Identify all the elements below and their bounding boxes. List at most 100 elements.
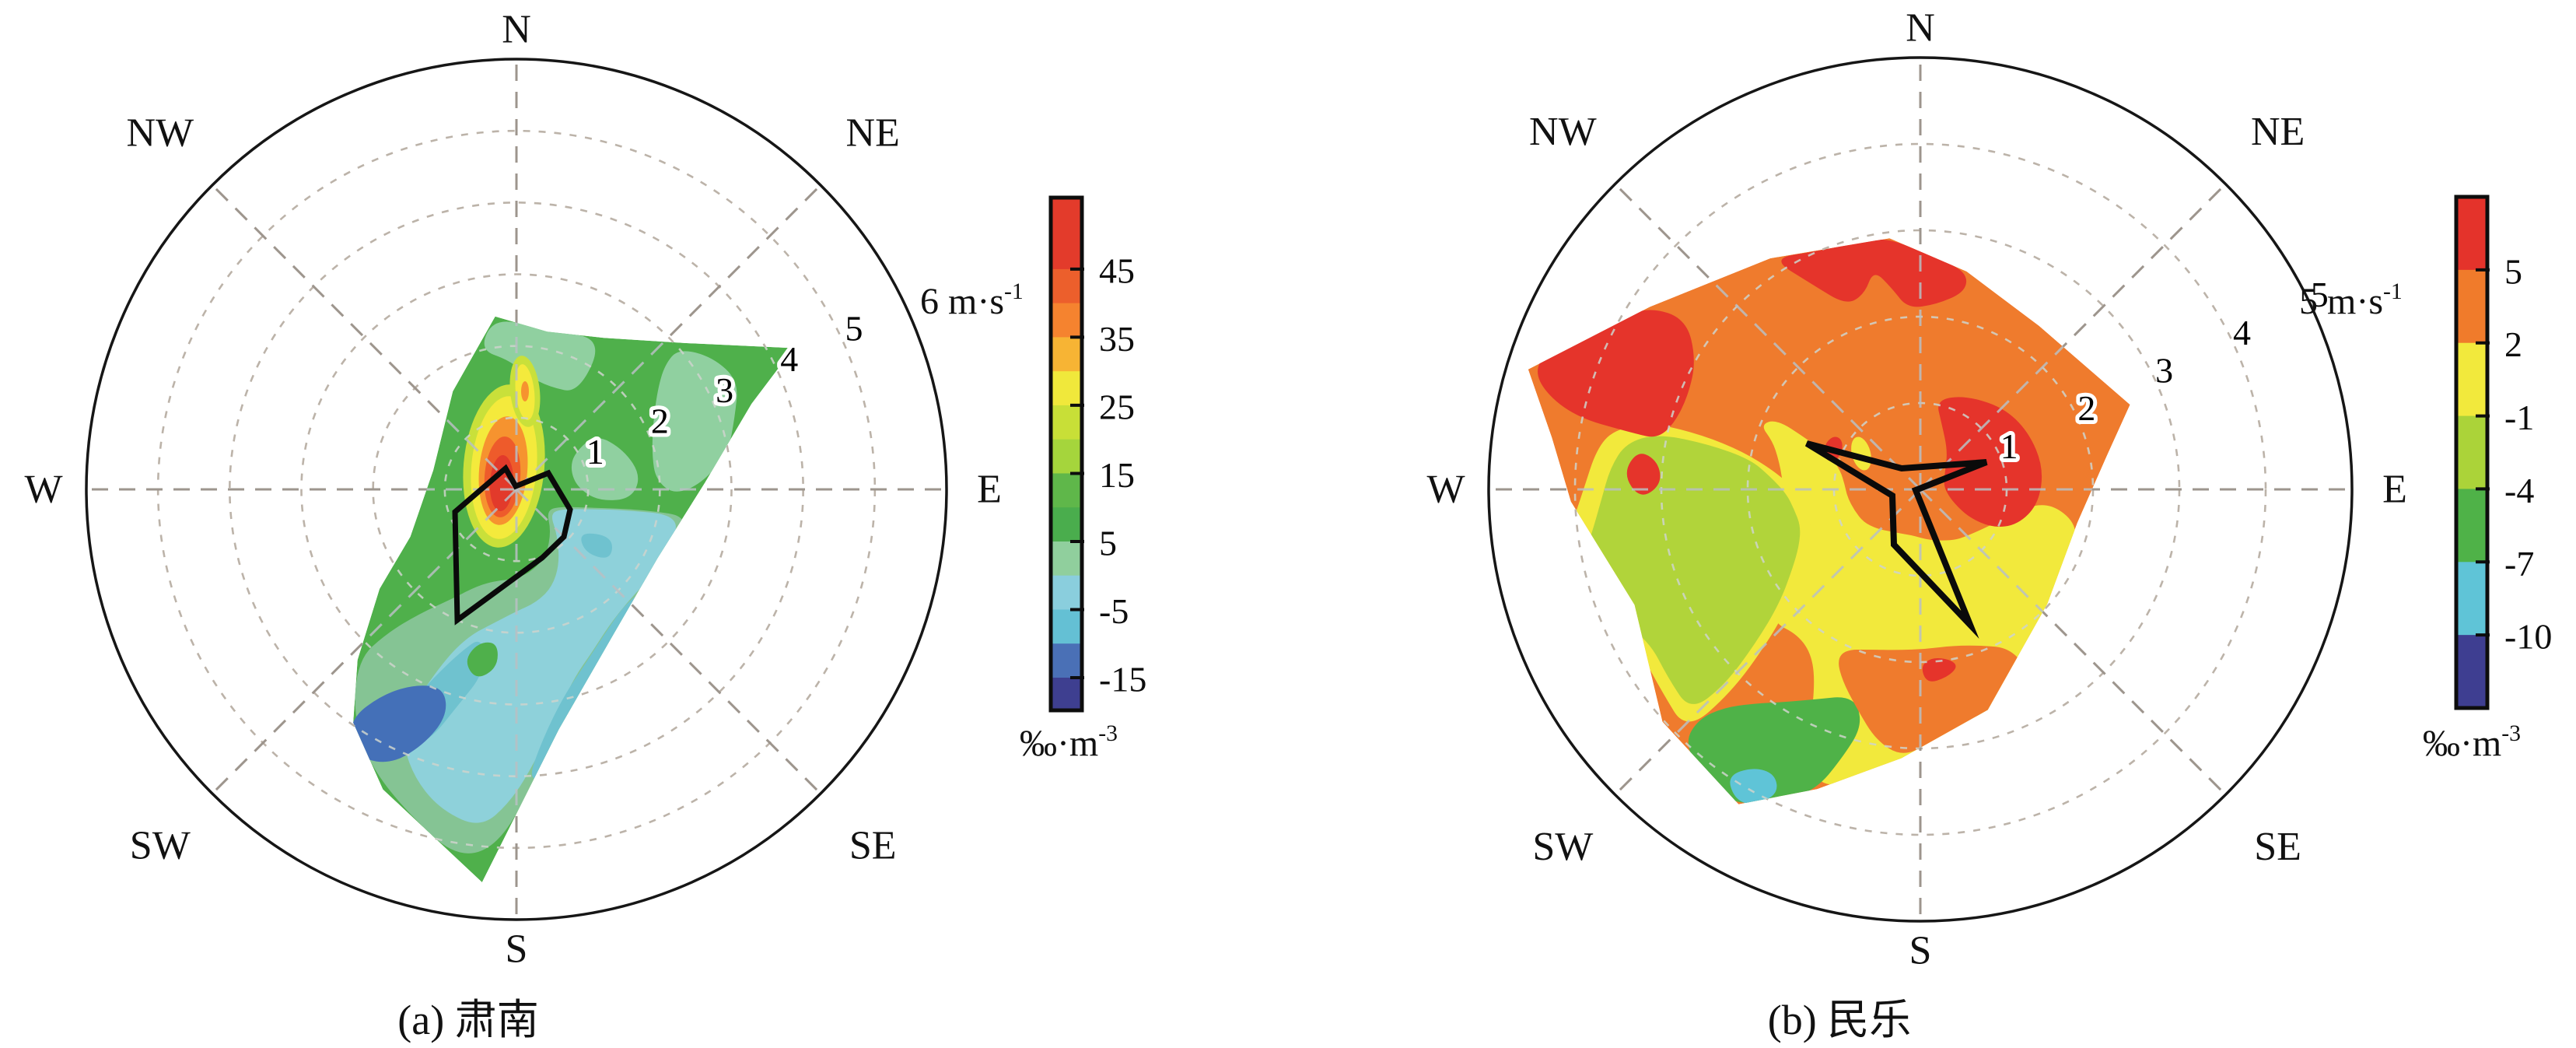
colorbar-tick-label-45: 45 [1099, 251, 1135, 290]
colorbar-tick-label-2: 2 [2504, 324, 2522, 364]
contour-zone-red-center-east-blob [1938, 397, 2042, 527]
grid-spoke-225 [211, 488, 518, 795]
colorbar-segment-2--1 [2456, 342, 2487, 417]
contour-zone-red-bottom-core [1922, 658, 1956, 682]
colorbar-segment-0--5 [1051, 575, 1082, 611]
contour-zone-pale-top-strip [484, 321, 596, 391]
colorbar-a: 45 35 25 15 5 -5 -15 [1048, 195, 1146, 713]
colorbar-tick-label--7: -7 [2504, 544, 2534, 584]
contour-zone-lightblue-negative-region [404, 509, 676, 823]
speed-ring-label-2: 2 [2077, 388, 2095, 428]
colorbar-segment-25-20 [1051, 405, 1082, 440]
caption-a: (a) 肃南 [397, 997, 539, 1043]
wind-rose-outline [452, 464, 573, 626]
colorbar-segment--7--10 [2456, 562, 2487, 636]
grid-spoke-135 [1919, 488, 2227, 796]
colorbar-tick-label-5: 5 [1099, 523, 1117, 563]
speed-axis-max-label-b: 5 m·s-1 [2299, 279, 2403, 322]
grid-spoke-135 [515, 488, 822, 795]
colorbar-border [2454, 195, 2490, 710]
colorbar-segment-10-5 [1051, 507, 1082, 542]
contour-zone-pale-ne-patch [652, 351, 737, 492]
speed-axis-max-label-a: 6 m·s-1 [920, 279, 1024, 322]
colorbar-unit-b: ‰·m-3 [2422, 720, 2522, 764]
colorbar-segment-45-40 [1051, 268, 1082, 304]
colorbar-segment-40-35 [1051, 303, 1082, 338]
contour-zone-green-blob-south [467, 642, 498, 677]
contour-zone-cyan-blob-small [581, 533, 612, 558]
outer-circle [85, 58, 948, 921]
colorbar-segment-5-0 [1051, 541, 1082, 577]
compass-label-e: E [977, 468, 1002, 512]
contour-zone-darkblue-blob-sw [353, 685, 446, 762]
colorbar-segment-5-2 [2456, 269, 2487, 344]
colorbar-tick-label--1: -1 [2504, 398, 2534, 437]
compass-label-sw: SW [1532, 825, 1593, 869]
colorbar-segment-15-10 [1051, 473, 1082, 509]
colorbar-segment-20-15 [1051, 439, 1082, 475]
contour-zone-red-west-bumplet [1626, 454, 1661, 495]
compass-label-se: SE [849, 824, 897, 868]
compass-label-sw: SW [130, 824, 191, 868]
colorbar-tick-label-15: 15 [1099, 455, 1135, 495]
contour-zone-green-sw-region [1688, 697, 1860, 804]
grid-ring-4 [1573, 142, 2267, 836]
compass-label-ne: NE [2251, 110, 2305, 154]
compass-label-s: S [1909, 929, 1932, 973]
compass-label-w: W [1426, 468, 1465, 512]
colorbar-tick-label--5: -5 [1099, 591, 1129, 631]
compass-label-ne: NE [846, 110, 900, 155]
colorbar-segment--10--15 [1051, 643, 1082, 678]
compass-label-nw: NW [126, 110, 194, 155]
compass-label-se: SE [2254, 825, 2301, 869]
speed-ring-label-3: 3 [2155, 351, 2173, 391]
grid-ring-1 [443, 416, 590, 563]
caption-b: (b) 民乐 [1767, 997, 1912, 1043]
compass-label-e: E [2382, 468, 2407, 512]
colorbar-tick-label-35: 35 [1099, 319, 1135, 359]
colorbar-border [1048, 195, 1084, 713]
compass-label-s: S [506, 927, 528, 972]
contour-zone-yellowgreen-west-region [1581, 436, 1801, 704]
colorbar-segment-30-25 [1051, 371, 1082, 406]
colorbar-unit-a: ‰·m-3 [1019, 720, 1118, 764]
speed-ring-label-5: 5 [845, 308, 863, 348]
polar-panel-b: N NE E SE S SW W NW 1 2 3 4 5 [1426, 6, 2406, 973]
colorbar-segment-8-5 [2456, 197, 2487, 271]
compass-label-w: W [24, 468, 62, 512]
speed-ring-label-5: 5 [2311, 275, 2329, 314]
speed-ring-label-2: 2 [651, 401, 669, 441]
contour-region-b [1528, 238, 2130, 804]
colorbar-segment--10--13 [2456, 635, 2487, 709]
grid-spoke-45 [515, 184, 822, 491]
colorbar-tick-label--10: -10 [2504, 617, 2552, 657]
speed-ring-label-4: 4 [780, 339, 798, 379]
wind-rose-outline [1804, 440, 1988, 639]
contour-zone-pale-center-right-patch [571, 438, 639, 500]
colorbar-segment--1--4 [2456, 415, 2487, 490]
colorbar-tick-label-5: 5 [2504, 251, 2522, 291]
colorbar-segment--15--19.8 [1051, 677, 1082, 711]
colorbar-tick-label-25: 25 [1099, 387, 1135, 426]
colorbar-segment--5--10 [1051, 609, 1082, 645]
contour-region-a [353, 316, 794, 882]
contour-zone-cyan-sw-tip [1730, 769, 1777, 804]
outer-circle [1487, 56, 2354, 923]
compass-label-n: N [502, 8, 531, 52]
contour-zone-streak-orange-dot [521, 381, 529, 401]
contour-zone-orange-bottom-blob [1839, 645, 2025, 753]
speed-ring-label-1: 1 [2000, 426, 2018, 466]
speed-ring-label-3: 3 [716, 370, 733, 410]
grid-spoke-315 [1614, 183, 1922, 491]
grid-spoke-225 [1614, 488, 1922, 796]
colorbar-segment-55.5-45 [1051, 198, 1082, 270]
grid-spoke-45 [1919, 183, 2227, 491]
compass-label-nw: NW [1529, 110, 1597, 154]
colorbar-tick-label--15: -15 [1099, 659, 1146, 699]
speed-ring-label-4: 4 [2233, 313, 2251, 352]
colorbar-segment--4--7 [2456, 489, 2487, 563]
polar-panel-a: N NE E SE S SW W NW 1 2 3 4 5 [24, 8, 1001, 972]
colorbar-tick-label--4: -4 [2504, 471, 2534, 510]
